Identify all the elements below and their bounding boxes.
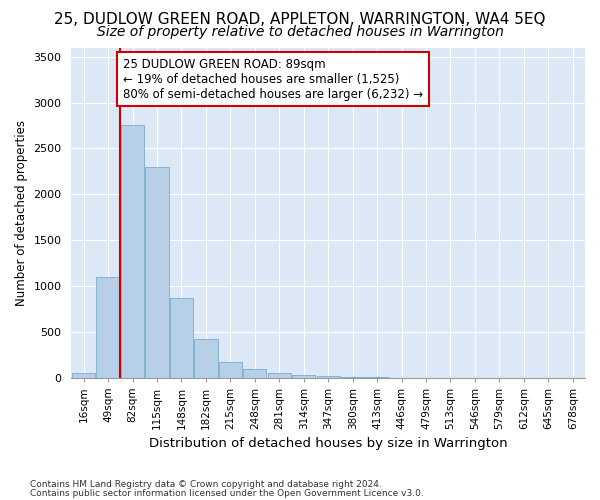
Bar (194, 339, 218, 378)
Text: Contains public sector information licensed under the Open Government Licence v3: Contains public sector information licen… (30, 490, 424, 498)
Bar (97, 276, 120, 378)
Text: Contains HM Land Registry data © Crown copyright and database right 2024.: Contains HM Land Registry data © Crown c… (30, 480, 382, 489)
Text: 25 DUDLOW GREEN ROAD: 89sqm
← 19% of detached houses are smaller (1,525)
80% of : 25 DUDLOW GREEN ROAD: 89sqm ← 19% of det… (123, 58, 423, 100)
Bar (219, 362, 242, 378)
Text: 25, DUDLOW GREEN ROAD, APPLETON, WARRINGTON, WA4 5EQ: 25, DUDLOW GREEN ROAD, APPLETON, WARRING… (54, 12, 546, 28)
Bar (243, 370, 266, 378)
Bar (317, 376, 340, 378)
Y-axis label: Number of detached properties: Number of detached properties (15, 120, 28, 306)
Bar (121, 126, 144, 378)
Bar (72, 373, 95, 378)
Text: Size of property relative to detached houses in Warrington: Size of property relative to detached ho… (97, 25, 503, 39)
Bar (170, 298, 193, 378)
Bar (292, 375, 316, 378)
Bar (145, 166, 169, 378)
X-axis label: Distribution of detached houses by size in Warrington: Distribution of detached houses by size … (149, 437, 508, 450)
Bar (268, 373, 291, 378)
